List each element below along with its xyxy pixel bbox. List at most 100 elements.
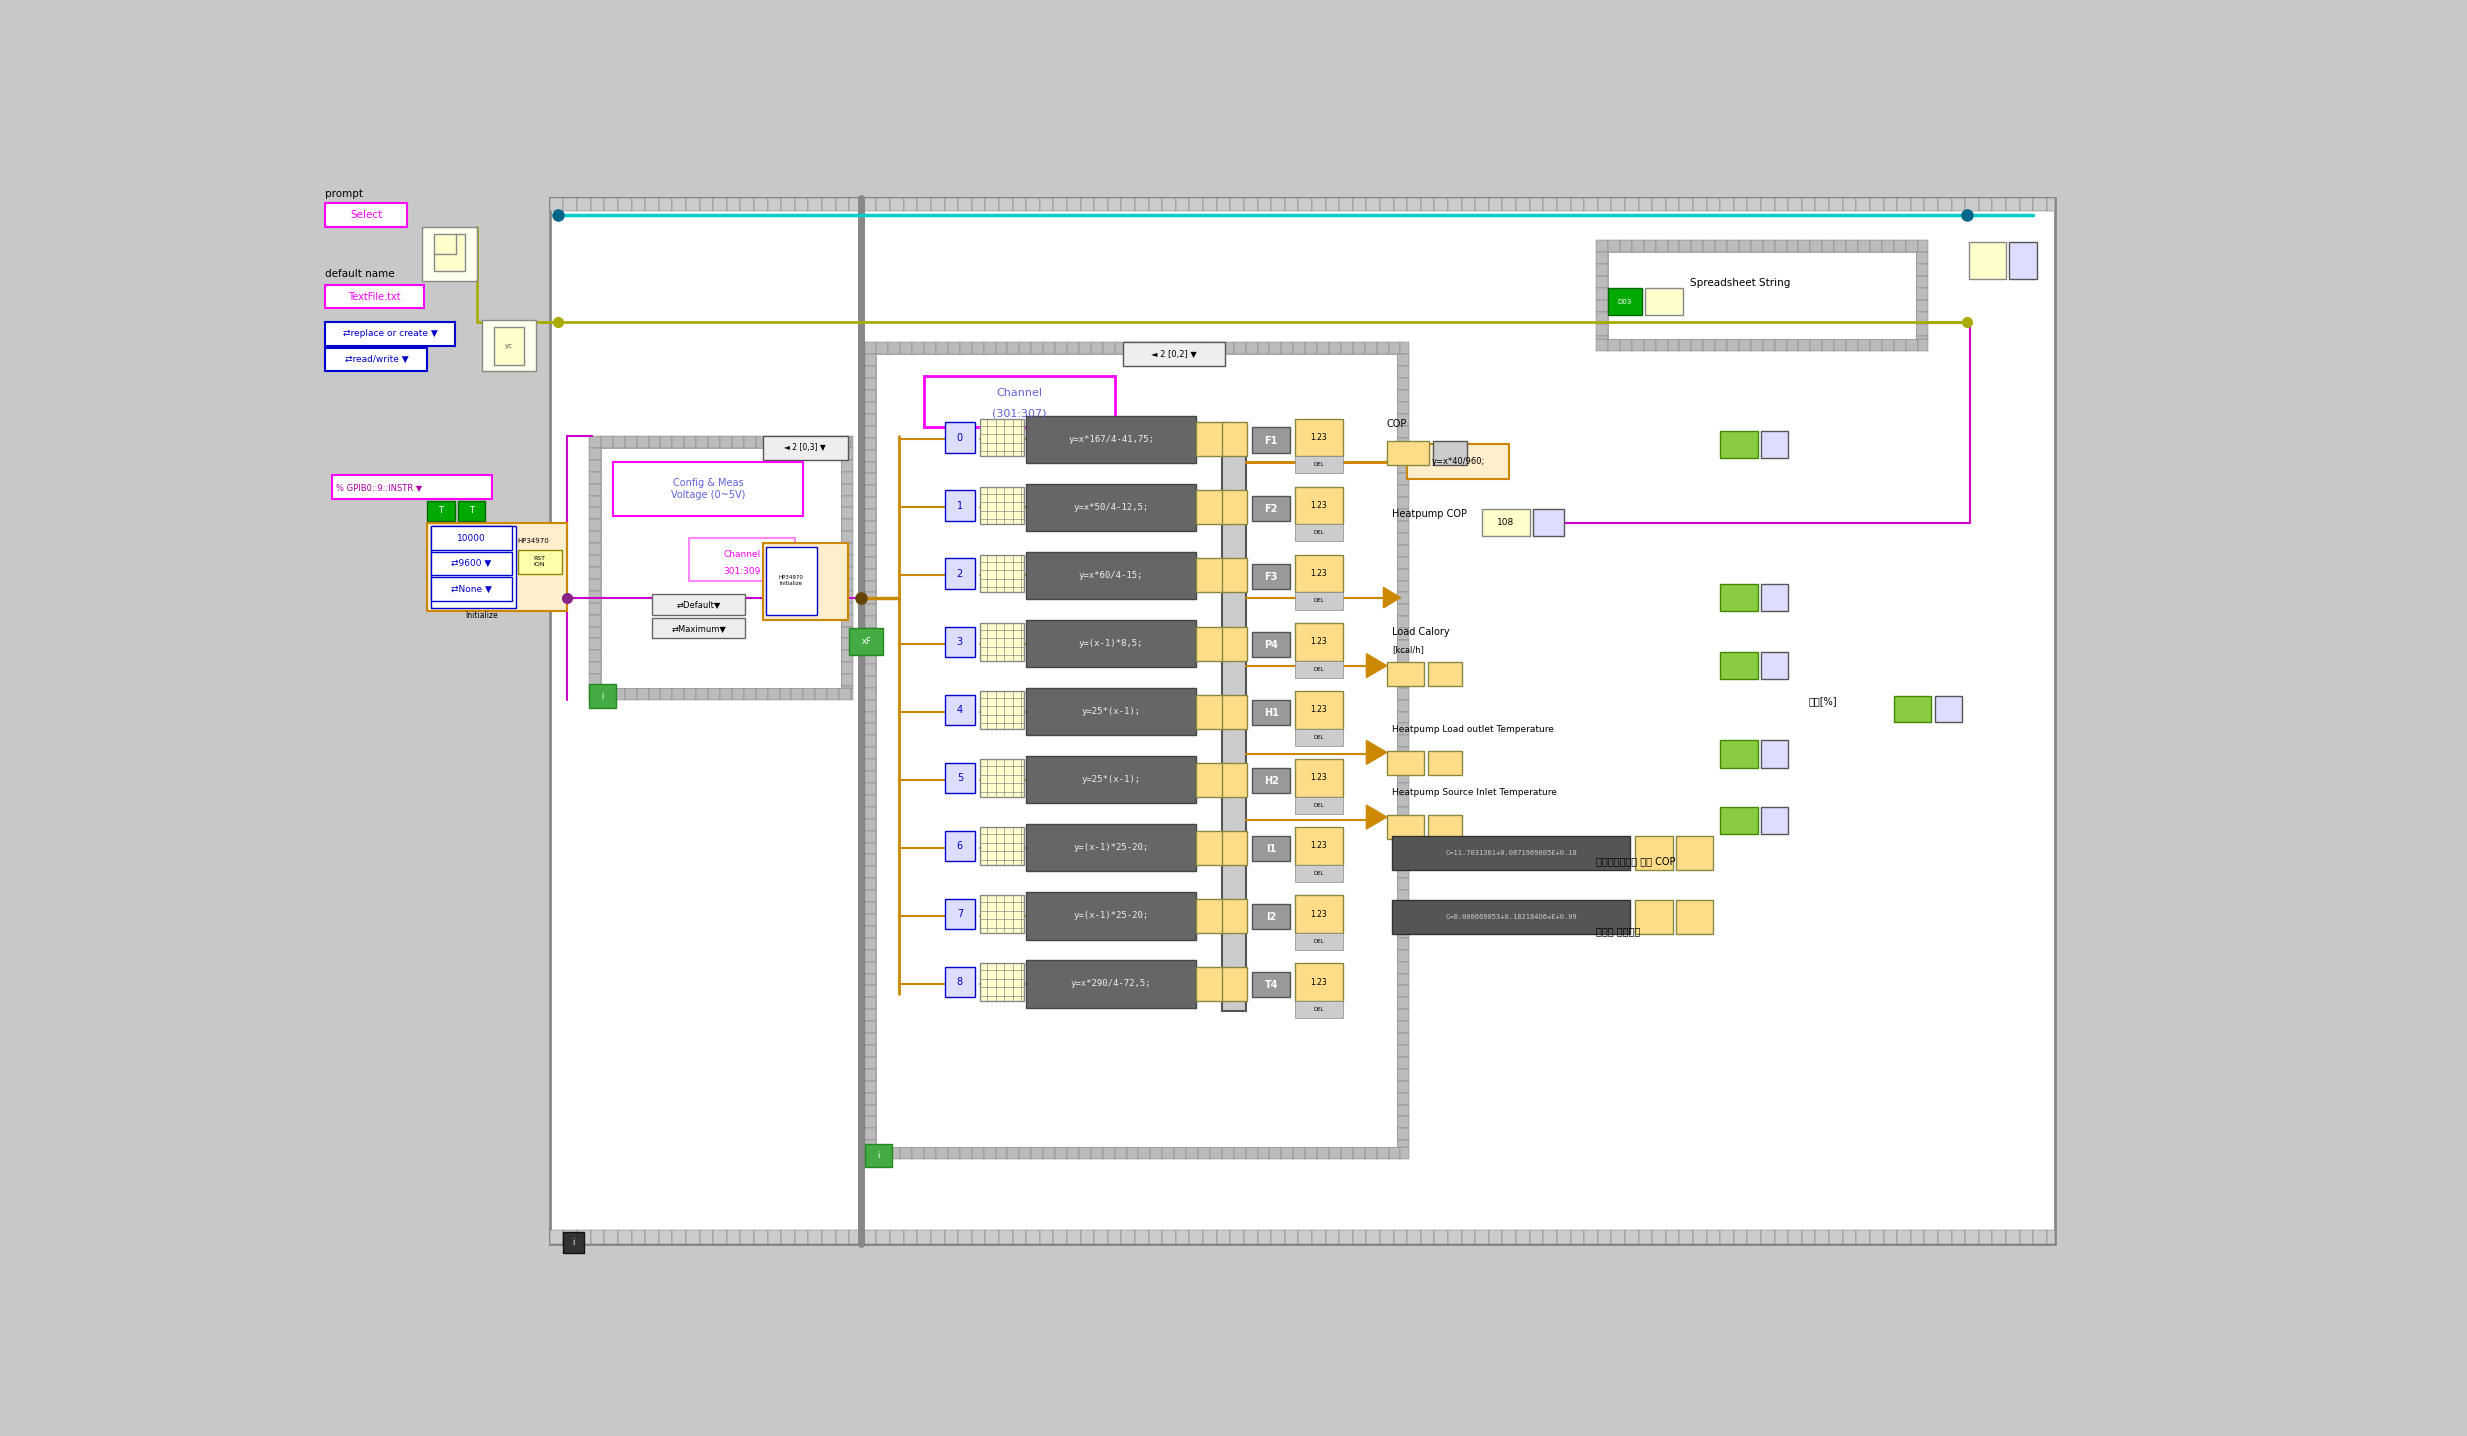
Bar [493, 327, 525, 365]
Bar [1396, 949, 1409, 962]
Bar [1727, 339, 1739, 350]
Bar [1631, 339, 1643, 350]
Bar [1692, 1231, 1707, 1244]
Bar [1747, 198, 1761, 211]
Bar [562, 198, 577, 211]
Bar [1801, 198, 1816, 211]
Text: I1: I1 [1266, 844, 1275, 854]
Bar [1386, 662, 1423, 686]
Bar [1305, 342, 1317, 355]
Bar [900, 1147, 913, 1159]
Bar [577, 198, 590, 211]
Bar [1912, 198, 1924, 211]
Bar [780, 437, 792, 448]
Bar [1095, 198, 1108, 211]
Bar [945, 198, 957, 211]
Bar [863, 1104, 876, 1116]
Bar [903, 198, 918, 211]
Bar [1939, 1231, 1951, 1244]
Bar [863, 830, 876, 843]
Bar [1571, 198, 1584, 211]
Bar [1196, 830, 1226, 864]
Bar [1584, 1231, 1599, 1244]
Bar [863, 533, 876, 544]
Bar [1209, 342, 1221, 355]
Bar [841, 567, 854, 579]
Bar [602, 688, 612, 699]
Bar [1396, 1068, 1409, 1081]
Bar [624, 688, 636, 699]
Bar [918, 1231, 930, 1244]
Bar [1039, 198, 1053, 211]
Bar [1396, 712, 1409, 724]
Bar [1196, 763, 1226, 797]
Bar [1177, 198, 1189, 211]
Bar [1377, 342, 1389, 355]
Bar [1406, 1231, 1421, 1244]
Bar [651, 595, 745, 615]
Bar [814, 688, 826, 699]
Bar [767, 437, 780, 448]
Text: DEL: DEL [1312, 599, 1325, 603]
Bar [1608, 240, 1621, 253]
Bar [1162, 1147, 1174, 1159]
Bar [1517, 1231, 1530, 1244]
Bar [863, 402, 876, 414]
Bar [2020, 1231, 2033, 1244]
Bar [673, 688, 683, 699]
Bar [945, 559, 974, 589]
Bar [1295, 691, 1342, 728]
Bar [1377, 1147, 1389, 1159]
Text: 1.23: 1.23 [1310, 638, 1327, 646]
Bar [1253, 903, 1290, 929]
Bar [809, 1231, 822, 1244]
Bar [1739, 339, 1752, 350]
Bar [1026, 551, 1196, 599]
Bar [1979, 198, 1993, 211]
Bar [1727, 240, 1739, 253]
Bar [1234, 342, 1246, 355]
Bar [1258, 342, 1271, 355]
Bar [841, 590, 854, 603]
Bar [1379, 198, 1394, 211]
Bar [863, 580, 876, 593]
Bar [1293, 342, 1305, 355]
Bar [863, 688, 876, 699]
Bar [863, 1010, 876, 1021]
Bar [1396, 985, 1409, 998]
Bar [1295, 556, 1342, 593]
Text: y=25*(x-1);: y=25*(x-1); [1081, 707, 1140, 717]
Bar [683, 437, 696, 448]
Bar [903, 1231, 918, 1244]
Bar [822, 198, 836, 211]
Bar [1774, 1231, 1789, 1244]
Bar [1352, 342, 1364, 355]
Text: 1.23: 1.23 [1310, 978, 1327, 987]
Bar [1187, 1147, 1199, 1159]
Bar [1280, 1147, 1293, 1159]
Bar [1127, 342, 1137, 355]
Bar [1702, 339, 1715, 350]
Bar [590, 471, 602, 484]
Bar [1221, 491, 1248, 524]
Bar [1596, 336, 1608, 339]
Bar [1596, 289, 1608, 300]
Bar [1396, 366, 1409, 378]
Bar [1917, 312, 1927, 323]
Bar [590, 626, 602, 639]
Text: y=x*50/4-12,5;: y=x*50/4-12,5; [1073, 503, 1150, 513]
Bar [1221, 695, 1248, 728]
Bar [1843, 198, 1855, 211]
Bar [427, 523, 567, 612]
Bar [590, 686, 602, 688]
Bar [863, 510, 876, 521]
Bar [1396, 652, 1409, 663]
Bar [863, 628, 876, 640]
Bar [1895, 696, 1932, 722]
Bar [863, 378, 876, 391]
Bar [863, 449, 876, 461]
Bar [1285, 1231, 1298, 1244]
Bar [891, 198, 903, 211]
Bar [1845, 240, 1858, 253]
Bar [1680, 1231, 1692, 1244]
